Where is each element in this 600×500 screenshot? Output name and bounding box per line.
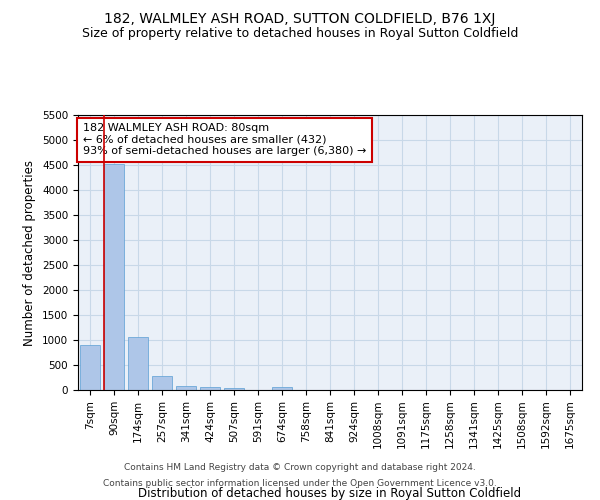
Bar: [128, 337, 148, 390]
Text: 182 WALMLEY ASH ROAD: 80sqm
← 6% of detached houses are smaller (432)
93% of sem: 182 WALMLEY ASH ROAD: 80sqm ← 6% of deta…: [83, 123, 367, 156]
Bar: [104, 164, 124, 390]
Text: Contains HM Land Registry data © Crown copyright and database right 2024.: Contains HM Land Registry data © Crown c…: [124, 464, 476, 472]
Bar: [272, 387, 292, 390]
Text: Contains public sector information licensed under the Open Government Licence v3: Contains public sector information licen…: [103, 478, 497, 488]
X-axis label: Distribution of detached houses by size in Royal Sutton Coldfield: Distribution of detached houses by size …: [139, 488, 521, 500]
Text: 182, WALMLEY ASH ROAD, SUTTON COLDFIELD, B76 1XJ: 182, WALMLEY ASH ROAD, SUTTON COLDFIELD,…: [104, 12, 496, 26]
Bar: [200, 387, 220, 390]
Text: Size of property relative to detached houses in Royal Sutton Coldfield: Size of property relative to detached ho…: [82, 28, 518, 40]
Bar: [176, 386, 196, 390]
Bar: [224, 388, 244, 390]
Y-axis label: Number of detached properties: Number of detached properties: [23, 160, 37, 346]
Bar: [152, 376, 172, 390]
Bar: [80, 345, 100, 390]
